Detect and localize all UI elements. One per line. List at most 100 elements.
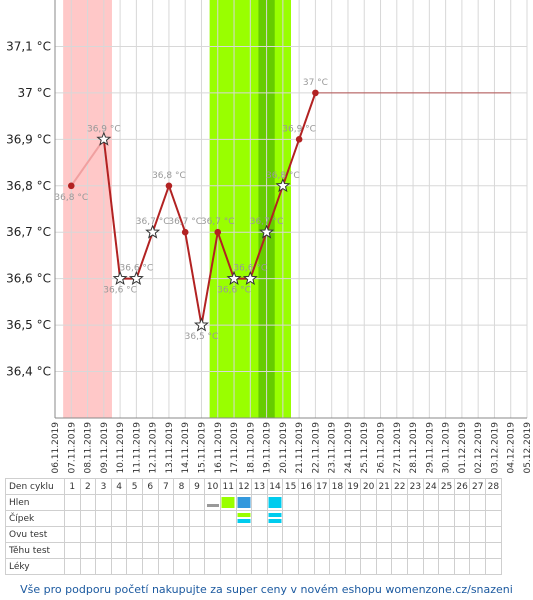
table-cell — [126, 510, 143, 527]
table-cell — [469, 558, 487, 575]
table-cell: 3 — [95, 478, 112, 495]
x-tick-label: 13.11.2019 — [165, 422, 175, 474]
x-tick-label: 15.11.2019 — [197, 422, 207, 474]
table-cell: 2 — [79, 478, 97, 495]
table-cell — [391, 558, 409, 575]
table-cell: 7 — [157, 478, 175, 495]
table-cell — [453, 494, 471, 511]
data-label: 36,5 °C — [185, 332, 219, 342]
series-segment — [249, 231, 268, 279]
table-cell — [313, 558, 331, 575]
table-cell — [188, 526, 206, 543]
cell-marker — [237, 497, 251, 508]
x-tick-label: 11.11.2019 — [132, 422, 142, 474]
table-cell — [344, 542, 362, 559]
table-cell — [235, 494, 253, 511]
table-cell — [485, 494, 502, 511]
table-cell — [453, 542, 471, 559]
table-cell: 22 — [391, 478, 409, 495]
series-segment — [151, 185, 170, 233]
series-segment — [216, 231, 235, 279]
table-cell — [157, 542, 175, 559]
table-cell — [282, 526, 299, 543]
table-cell — [141, 542, 159, 559]
data-point-star — [96, 131, 112, 146]
x-tick-label: 12.11.2019 — [149, 422, 159, 474]
x-tick-label: 18.11.2019 — [246, 422, 256, 474]
y-tick-label: 36,8 °C — [6, 179, 51, 193]
table-cell — [219, 494, 237, 511]
table-cell — [79, 510, 97, 527]
data-point — [214, 228, 222, 236]
row-label: Čípek — [5, 510, 65, 527]
table-cell: 28 — [485, 478, 502, 495]
data-point — [181, 228, 189, 236]
data-point-star — [226, 270, 242, 286]
table-cell — [188, 558, 206, 575]
table-cell: 12 — [235, 478, 253, 495]
table-cell — [141, 558, 159, 575]
table-cell — [422, 510, 440, 527]
x-tick-label: 22.11.2019 — [311, 422, 321, 474]
table-cell — [126, 494, 143, 511]
table-cell — [235, 526, 253, 543]
table-cell — [329, 526, 346, 543]
table-cell — [251, 542, 268, 559]
table-cell — [375, 494, 393, 511]
table-cell — [204, 510, 221, 527]
table-cell — [188, 542, 206, 559]
table-cell — [266, 542, 284, 559]
table-cell — [79, 526, 97, 543]
table-cell — [266, 494, 284, 511]
table-cell — [344, 494, 362, 511]
table-cell — [422, 542, 440, 559]
table-row: Těhu test — [5, 542, 502, 559]
table-cell — [297, 558, 315, 575]
table-cell — [110, 494, 128, 511]
row-label: Hlen — [5, 494, 65, 511]
table-cell: 21 — [375, 478, 393, 495]
table-cell — [235, 558, 253, 575]
data-point-star — [145, 224, 161, 239]
table-cell — [282, 494, 299, 511]
table-cell — [297, 510, 315, 527]
table-cell — [266, 510, 284, 527]
table-cell: 25 — [438, 478, 455, 495]
table-cell: 10 — [204, 478, 221, 495]
table-cell — [360, 526, 377, 543]
table-cell — [235, 510, 253, 527]
row-label: Léky — [5, 558, 65, 575]
x-tick-label: 19.11.2019 — [263, 422, 273, 474]
table-cell — [469, 526, 487, 543]
data-point-star — [193, 317, 209, 332]
table-cell — [329, 558, 346, 575]
x-tick-label: 10.11.2019 — [116, 422, 126, 474]
table-cell — [126, 558, 143, 575]
table-cell — [173, 494, 190, 511]
table-cell — [204, 494, 221, 511]
table-cell — [422, 526, 440, 543]
x-tick-label: 24.11.2019 — [344, 422, 354, 474]
data-label: 36,8 °C — [152, 171, 186, 181]
table-cell — [438, 542, 455, 559]
table-cell — [485, 526, 502, 543]
x-tick-label: 14.11.2019 — [181, 422, 191, 474]
x-tick-label: 29.11.2019 — [425, 422, 435, 474]
table-cell — [64, 510, 81, 527]
table-cell — [79, 558, 97, 575]
table-cell — [219, 558, 237, 575]
table-cell — [251, 558, 268, 575]
table-cell: 24 — [422, 478, 440, 495]
table-cell — [141, 510, 159, 527]
footer-promo-link[interactable]: Vše pro podporu početí nakupujte za supe… — [20, 583, 513, 596]
table-cell — [173, 558, 190, 575]
y-tick-label: 36,5 °C — [6, 318, 51, 332]
table-cell — [422, 558, 440, 575]
table-cell: 1 — [64, 478, 81, 495]
data-point-star — [242, 270, 258, 286]
table-cell — [469, 494, 487, 511]
table-cell — [251, 494, 268, 511]
table-cell — [422, 494, 440, 511]
table-cell — [219, 510, 237, 527]
row-label: Ovu test — [5, 526, 65, 543]
